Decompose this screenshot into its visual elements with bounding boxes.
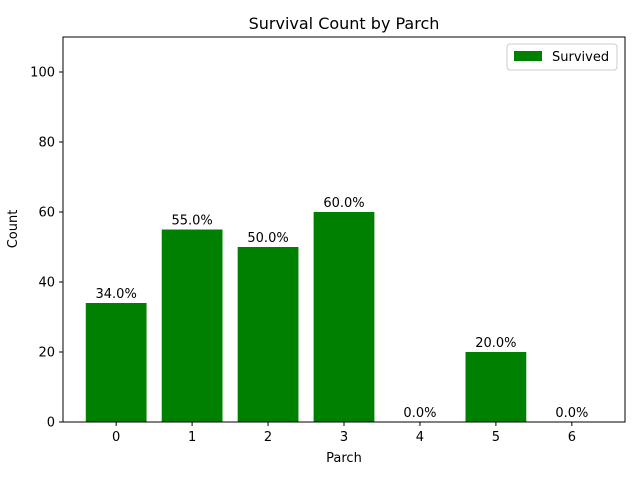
data-label-6: 0.0% [555,406,588,421]
y-tick-label-40: 40 [38,276,55,291]
x-tick-label-0: 0 [112,430,120,445]
legend-frame [506,43,618,71]
legend: Survived [506,43,618,71]
data-label-2: 50.0% [247,231,288,246]
data-label-1: 55.0% [171,214,212,229]
x-tick-label-3: 3 [340,430,348,445]
x-axis-label: Parch [326,451,362,466]
y-axis-label: Count [6,210,21,249]
x-tick-label-6: 6 [568,430,576,445]
bar-5 [465,352,527,422]
y-tick-label-0: 0 [47,416,55,431]
data-label-5: 20.0% [475,336,516,351]
y-axis: 0 20 40 60 80 100 [30,66,63,431]
data-label-3: 60.0% [323,196,364,211]
x-tick-label-5: 5 [492,430,500,445]
data-label-0: 34.0% [96,287,137,302]
legend-label-survived: Survived [552,50,609,65]
plot-area: 34.0% 55.0% 50.0% 60.0% 0.0% 20.0% 0.0% [62,36,626,423]
chart-title: Survival Count by Parch [249,14,440,33]
x-tick-label-4: 4 [416,430,424,445]
x-axis: 0 1 2 3 4 5 6 [112,422,576,445]
bar-1 [161,229,223,422]
y-tick-label-60: 60 [38,206,55,221]
bar-0 [85,303,147,422]
data-label-4: 0.0% [403,406,436,421]
y-tick-label-20: 20 [38,346,55,361]
bar-2 [237,247,299,422]
y-tick-label-100: 100 [30,66,55,81]
x-tick-label-2: 2 [264,430,272,445]
legend-swatch-survived [514,51,542,61]
x-tick-label-1: 1 [188,430,196,445]
y-tick-label-80: 80 [38,136,55,151]
bar-3 [313,212,375,422]
